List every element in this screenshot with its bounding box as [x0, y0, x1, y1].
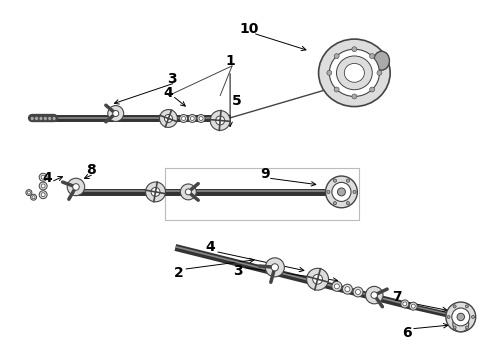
Circle shape [265, 258, 284, 277]
Circle shape [457, 313, 465, 321]
Circle shape [307, 268, 328, 290]
Circle shape [271, 264, 278, 271]
Circle shape [377, 70, 382, 75]
Circle shape [327, 190, 330, 193]
Circle shape [446, 302, 476, 332]
Circle shape [346, 202, 349, 205]
Circle shape [48, 117, 52, 121]
Text: 4: 4 [205, 240, 215, 255]
Circle shape [409, 302, 417, 310]
Circle shape [313, 274, 322, 284]
Circle shape [345, 287, 350, 292]
Circle shape [334, 284, 340, 289]
Circle shape [327, 70, 332, 75]
Circle shape [165, 114, 172, 122]
Circle shape [401, 300, 409, 308]
Text: 10: 10 [239, 22, 259, 36]
Circle shape [30, 117, 34, 121]
Circle shape [30, 194, 37, 200]
Circle shape [369, 87, 374, 92]
Circle shape [343, 284, 352, 294]
Circle shape [185, 189, 191, 195]
Circle shape [353, 190, 356, 193]
Circle shape [325, 176, 357, 208]
Circle shape [41, 184, 45, 188]
Circle shape [452, 308, 470, 326]
Circle shape [188, 114, 196, 122]
Circle shape [190, 117, 195, 121]
Circle shape [403, 302, 407, 306]
Circle shape [199, 117, 203, 121]
Circle shape [346, 179, 349, 182]
Text: 8: 8 [86, 163, 96, 177]
Circle shape [146, 182, 166, 202]
Circle shape [41, 193, 45, 197]
Circle shape [466, 305, 468, 308]
Text: 4: 4 [164, 86, 173, 100]
Circle shape [26, 190, 32, 195]
Text: 2: 2 [173, 266, 183, 280]
Circle shape [39, 117, 43, 121]
Circle shape [197, 114, 205, 122]
Circle shape [32, 196, 35, 199]
Ellipse shape [337, 56, 372, 90]
Circle shape [334, 54, 339, 59]
Ellipse shape [329, 49, 379, 96]
Circle shape [338, 188, 345, 196]
Text: 6: 6 [402, 326, 412, 340]
Circle shape [369, 54, 374, 59]
Circle shape [333, 179, 337, 182]
Circle shape [332, 183, 351, 202]
Circle shape [332, 282, 342, 291]
Circle shape [43, 117, 48, 121]
Text: 1: 1 [225, 54, 235, 68]
Circle shape [67, 178, 85, 196]
Text: 7: 7 [392, 290, 402, 304]
Circle shape [180, 184, 196, 200]
Circle shape [73, 184, 79, 190]
Circle shape [366, 286, 383, 304]
Text: 5: 5 [232, 94, 242, 108]
Ellipse shape [318, 39, 390, 107]
Circle shape [39, 182, 47, 190]
Circle shape [108, 105, 123, 121]
Circle shape [113, 111, 119, 117]
Circle shape [216, 116, 224, 125]
Circle shape [35, 117, 39, 121]
Circle shape [353, 287, 363, 297]
Circle shape [471, 315, 474, 319]
Text: 3: 3 [168, 72, 177, 86]
Text: 9: 9 [260, 167, 270, 181]
Circle shape [453, 316, 469, 332]
Circle shape [356, 289, 361, 294]
Text: 4: 4 [42, 171, 52, 185]
Circle shape [453, 305, 456, 308]
Circle shape [334, 87, 339, 92]
Circle shape [41, 175, 45, 179]
Ellipse shape [344, 63, 365, 82]
Circle shape [333, 202, 337, 205]
Circle shape [210, 111, 230, 130]
Ellipse shape [374, 51, 390, 70]
Circle shape [352, 94, 357, 99]
Circle shape [151, 188, 160, 196]
Circle shape [27, 191, 30, 194]
Circle shape [466, 326, 468, 329]
Circle shape [182, 117, 186, 121]
Text: 3: 3 [233, 264, 243, 278]
Circle shape [52, 117, 56, 121]
Circle shape [179, 114, 188, 122]
Circle shape [39, 173, 47, 181]
Circle shape [39, 191, 47, 199]
Circle shape [447, 315, 450, 319]
Circle shape [371, 292, 377, 298]
Circle shape [352, 47, 357, 52]
Circle shape [411, 304, 416, 308]
Circle shape [453, 326, 456, 329]
Circle shape [159, 109, 177, 127]
